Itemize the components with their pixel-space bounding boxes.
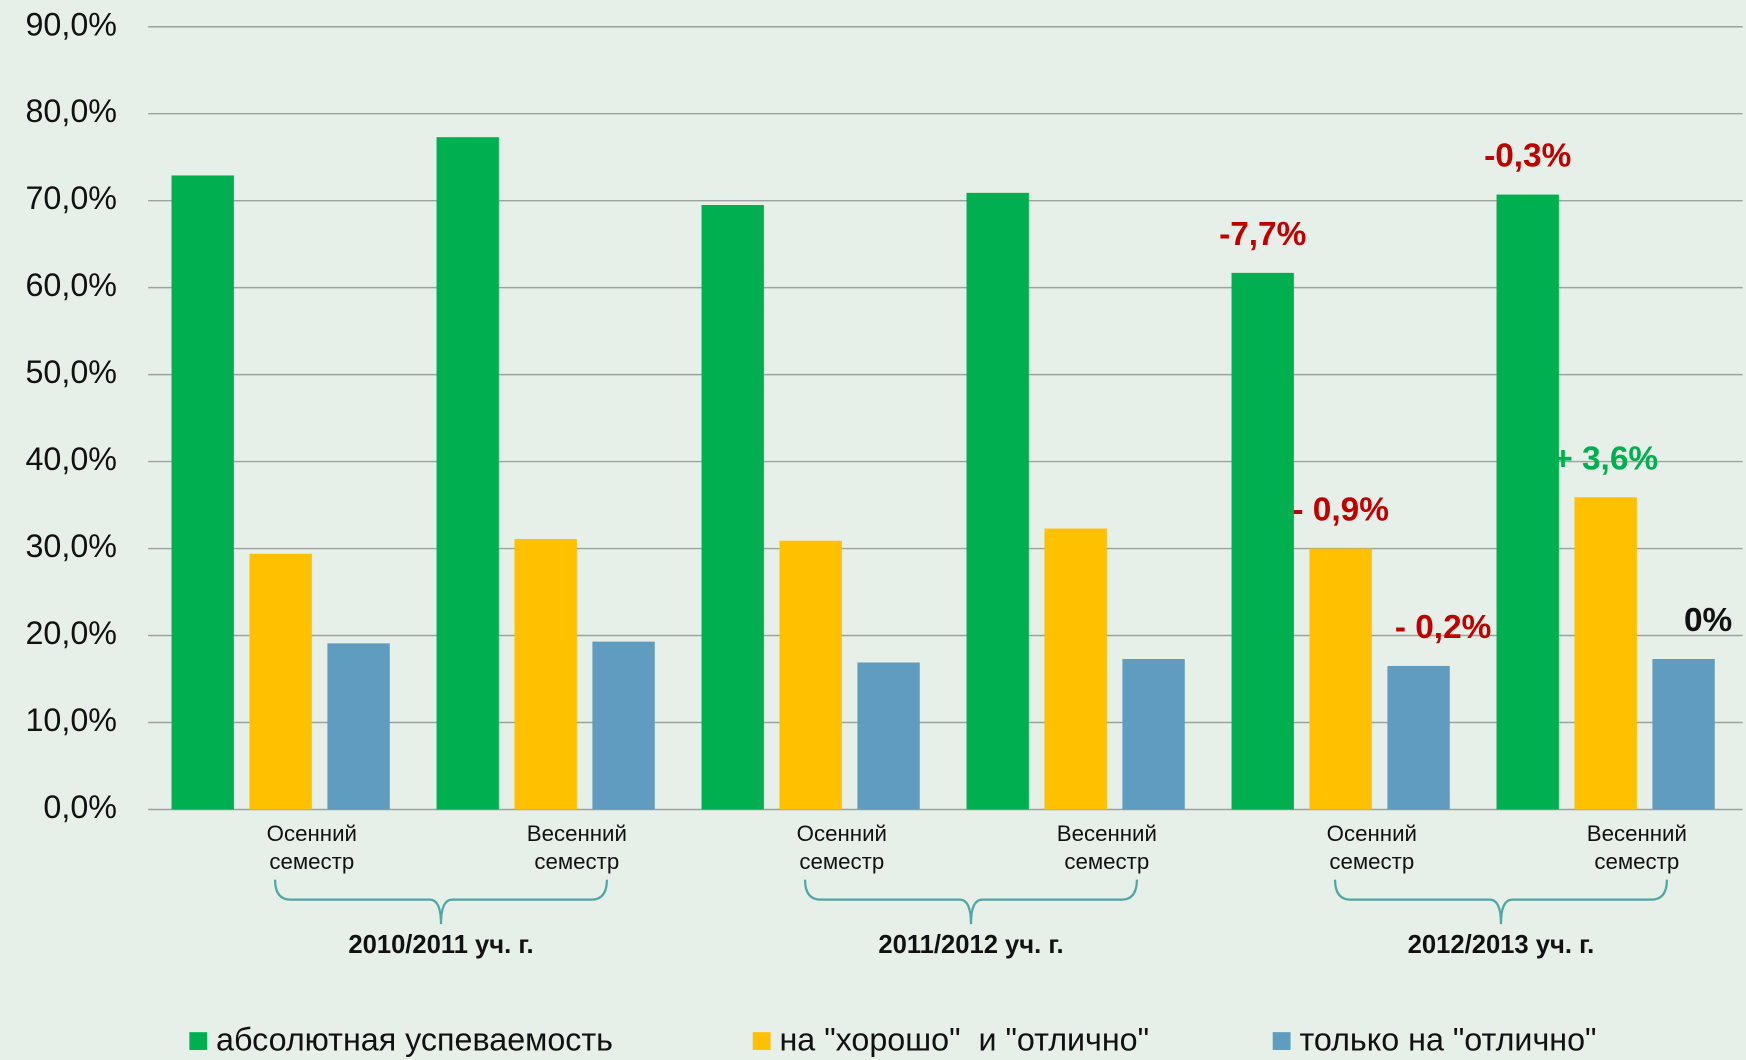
x-tick-label: Осенний семестр	[797, 821, 887, 874]
legend-label: только на "отлично"	[1299, 1022, 1596, 1058]
group-label: 2010/2011 уч. г.	[348, 931, 533, 959]
bar	[1231, 272, 1294, 810]
x-tick-label-line: семестр	[269, 849, 354, 874]
annotation: 0%	[1684, 602, 1732, 639]
legend-label: на "хорошо" и "отлично"	[779, 1022, 1149, 1058]
group-label: 2011/2012 уч. г.	[878, 931, 1063, 959]
x-tick-label-line: Весенний	[1057, 821, 1157, 846]
x-tick-label-line: Осенний	[797, 821, 887, 846]
y-tick-label: 20,0%	[25, 615, 117, 651]
bar	[1496, 194, 1559, 810]
y-tick-label: 90,0%	[25, 6, 117, 42]
annotation: - 0,2%	[1395, 609, 1492, 646]
bar	[1309, 548, 1372, 810]
bar	[249, 553, 312, 810]
x-tick-label-line: Весенний	[1587, 821, 1687, 846]
bar	[514, 538, 577, 810]
y-tick-label: 80,0%	[25, 93, 117, 129]
y-tick-label: 10,0%	[25, 702, 117, 738]
bar	[171, 175, 234, 810]
x-tick-label-line: семестр	[1329, 849, 1414, 874]
y-tick-label: 50,0%	[25, 354, 117, 390]
annotation: - 0,9%	[1292, 492, 1389, 529]
x-tick-label: Осенний семестр	[267, 821, 357, 874]
bar	[327, 643, 390, 810]
x-tick-label-line: Осенний	[1327, 821, 1417, 846]
annotation: + 3,6%	[1553, 440, 1658, 477]
y-tick-label: 30,0%	[25, 528, 117, 564]
legend-swatch	[189, 1032, 208, 1050]
group-brace	[1333, 879, 1668, 925]
bar	[966, 192, 1029, 810]
bar	[1122, 659, 1185, 810]
annotation: -0,3%	[1484, 138, 1571, 175]
bar	[779, 540, 842, 810]
y-tick-label: 60,0%	[25, 267, 117, 303]
bar	[1574, 497, 1637, 810]
y-tick-label: 70,0%	[25, 180, 117, 216]
x-tick-label-line: семестр	[534, 849, 619, 874]
group-brace	[273, 879, 608, 925]
group-brace	[803, 879, 1138, 925]
x-tick-label-line: семестр	[799, 849, 884, 874]
legend-swatch	[752, 1032, 771, 1050]
bar	[1652, 659, 1715, 810]
y-tick-label: 40,0%	[25, 441, 117, 477]
x-tick-label: Осенний семестр	[1327, 821, 1417, 874]
x-tick-label-line: Осенний	[267, 821, 357, 846]
legend-label: абсолютная успеваемость	[216, 1022, 613, 1058]
x-tick-label-line: семестр	[1594, 849, 1679, 874]
x-tick-label: Весенний семестр	[1057, 821, 1157, 874]
annotation: -7,7%	[1219, 216, 1306, 253]
group-label: 2012/2013 уч. г.	[1408, 931, 1595, 959]
x-tick-label: Весенний семестр	[1587, 821, 1687, 874]
bar	[436, 137, 499, 810]
bar	[857, 662, 920, 810]
x-tick-label: Весенний семестр	[527, 821, 627, 874]
x-tick-label-line: Весенний	[527, 821, 627, 846]
bar	[1044, 528, 1107, 810]
bar	[592, 641, 655, 810]
y-tick-label: 0,0%	[43, 789, 117, 825]
x-tick-label-line: семестр	[1064, 849, 1149, 874]
bar	[1387, 665, 1450, 810]
bar	[701, 205, 764, 810]
legend-swatch	[1272, 1032, 1291, 1050]
